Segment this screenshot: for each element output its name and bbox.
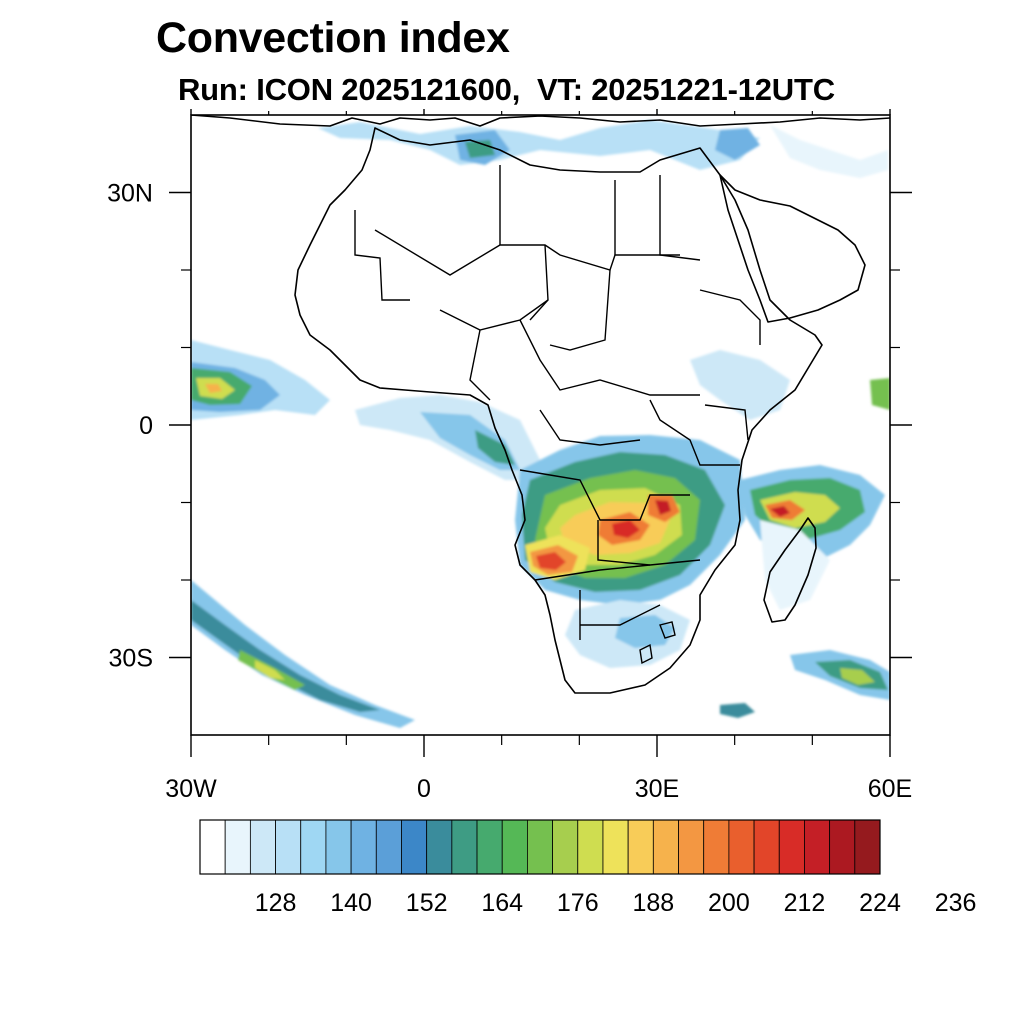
europe-coastline [191,115,890,127]
colorbar-swatch [325,819,352,875]
colorbar-label: 200 [708,889,750,917]
lon-tick-label: 30W [165,775,217,803]
convection-south-atlantic [191,580,415,728]
madagascar-coastline [763,517,817,623]
colorbar-label: 176 [557,889,599,917]
colorbar-swatch [401,819,428,875]
colorbar-swatch [678,819,705,875]
colorbar-swatch [602,819,629,875]
colorbar-label: 128 [255,889,297,917]
colorbar-swatch [527,819,553,875]
map-frame [190,114,891,736]
coastlines [191,115,890,694]
colorbar-label: 224 [859,889,901,917]
colorbar-swatch [350,819,377,875]
country-borders [354,165,761,665]
colorbar-swatch [426,819,453,875]
colorbar-label: 236 [935,889,977,917]
colorbar-swatch [552,819,579,875]
colorbar-swatch [753,819,780,875]
colorbar-label: 152 [406,889,448,917]
colorbar-swatch [451,819,478,875]
colorbar-swatch [501,819,528,875]
colorbar-swatch [275,819,302,875]
chart-title: Convection index [156,14,510,62]
convection-east-africa [690,350,790,420]
colorbar-swatch [829,819,856,875]
colorbar: 128 140 152 164 176 188 200 212 224 236 [199,819,977,917]
colorbar-swatch [249,819,276,875]
lat-tick-label: 0 [139,412,153,440]
lon-tick-label: 0 [417,775,431,803]
lon-tick-label: 30E [635,775,679,803]
colorbar-swatch [703,819,730,875]
colorbar-swatch [652,819,679,875]
colorbar-swatch [778,819,805,875]
lat-tick-label: 30N [107,180,153,208]
colorbar-swatch [854,819,881,875]
lat-tick-label: 30S [109,645,153,673]
colorbar-swatch [224,819,251,875]
axis-ticks: 30W 0 30E 60E 30N 0 30S [107,109,912,803]
colorbar-label: 164 [481,889,523,917]
colorbar-swatch [728,819,755,875]
colorbar-swatch [300,819,327,875]
colorbar-frame [199,819,881,875]
convection-field [191,115,890,728]
colorbar-swatch [627,819,654,875]
colorbar-label: 140 [330,889,372,917]
colorbar-swatch [476,819,503,875]
colorbar-swatch [375,819,402,875]
arabia-coastline [719,174,866,323]
colorbar-swatch [577,819,604,875]
convection-mediterranean [318,120,760,170]
lon-tick-label: 60E [868,775,912,803]
colorbar-swatch [199,819,226,875]
colorbar-label: 188 [632,889,674,917]
colorbar-label: 212 [784,889,826,917]
chart-subtitle: Run: ICON 2025121600, VT: 20251221-12UTC [178,72,835,107]
colorbar-swatch [804,819,831,875]
